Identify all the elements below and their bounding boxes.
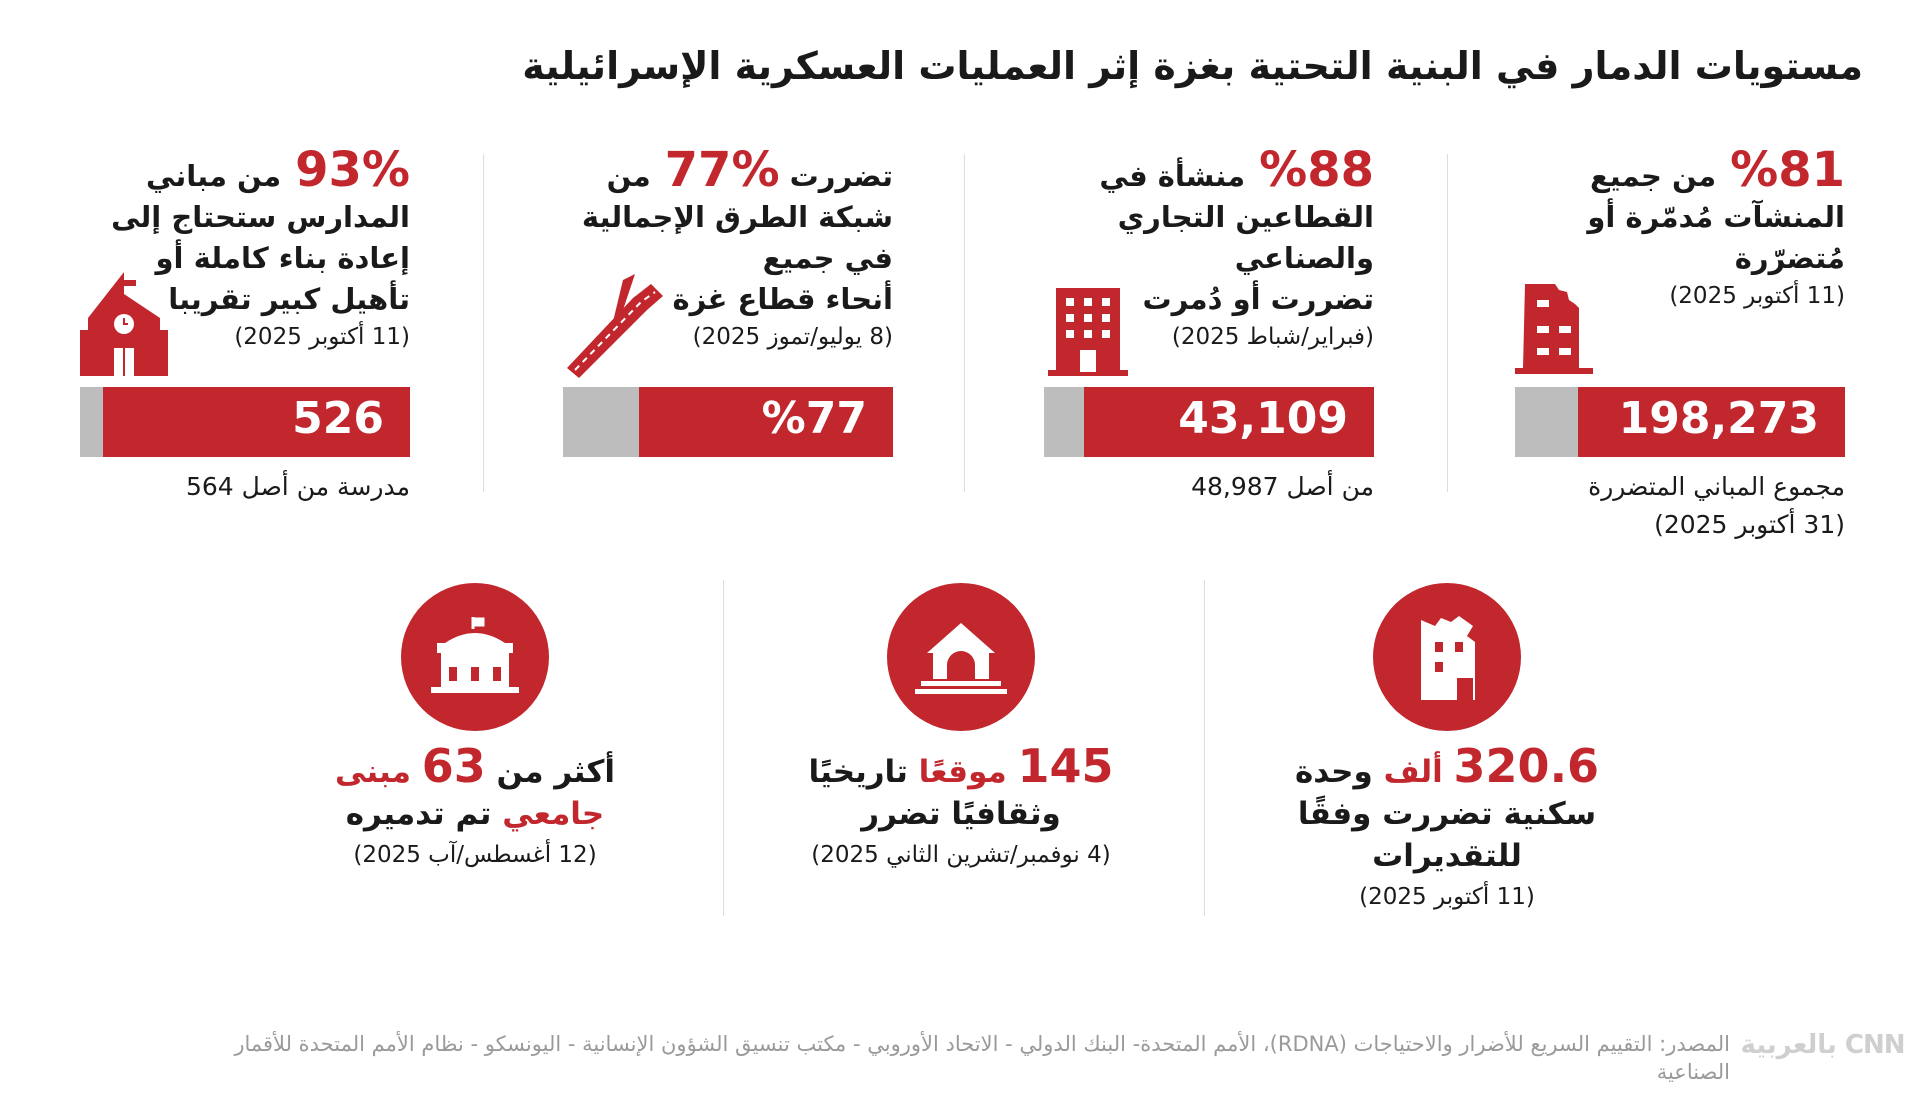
stat-housing-units: 320.6 ألف وحدة سكنية تضررت وفقًا للتقدير…	[1237, 743, 1657, 915]
highlight: ألف	[1383, 754, 1443, 790]
headline: مُتضرّرة	[1734, 241, 1845, 275]
bar-value: 43,109	[1178, 393, 1348, 444]
caption: مدرسة من أصل 564	[185, 472, 410, 501]
date: (11 أكتوبر 2025)	[1359, 884, 1535, 910]
divider	[483, 154, 484, 492]
page-title: مستويات الدمار في البنية التحتية بغزة إث…	[522, 44, 1863, 88]
progress-bar: 198,273	[1515, 387, 1845, 457]
bar-value: %77	[761, 393, 867, 444]
headline: في جميع	[762, 241, 893, 275]
headline: شبكة الطرق الإجمالية	[581, 200, 893, 234]
big-number: 320.6	[1453, 739, 1600, 793]
progress-bar: 43,109	[1044, 387, 1374, 457]
caption: من أصل 48,987	[1191, 472, 1374, 501]
date: (8 يوليو/تموز 2025)	[692, 324, 893, 350]
office-building-icon	[1048, 288, 1128, 376]
ruined-building-icon	[1373, 583, 1521, 731]
stat-card-schools: 93%من مباني المدارس ستحتاج إلى إعادة بناء …	[80, 146, 410, 550]
headline: أكثر من	[496, 754, 615, 790]
caption: مجموع المباني المتضررة	[1588, 472, 1845, 501]
date: (فبراير/شباط 2025)	[1171, 324, 1374, 350]
headline: أنحاء قطاع غزة	[672, 282, 893, 316]
big-percent: %81	[1730, 142, 1845, 198]
date: (12 أغسطس/آب 2025)	[353, 842, 597, 868]
caption-date: (31 أكتوبر 2025)	[1654, 510, 1845, 539]
bar-value: 198,273	[1618, 393, 1819, 444]
headline: سكنية تضررت وفقًا	[1297, 796, 1597, 832]
divider	[1447, 154, 1448, 492]
divider	[723, 580, 724, 916]
headline: المدارس ستحتاج إلى	[111, 200, 410, 234]
headline: من	[606, 159, 651, 193]
road-icon	[567, 274, 663, 378]
headline: وثقافيًا تضرر	[861, 796, 1061, 832]
divider	[1204, 580, 1205, 916]
headline: إعادة بناء كاملة أو	[155, 241, 410, 275]
headline: من مباني	[146, 159, 282, 193]
headline: للتقديرات	[1372, 838, 1522, 874]
headline: تأهيل كبير تقريبا	[168, 282, 410, 316]
big-percent: %88	[1259, 142, 1374, 198]
stat-university-buildings: أكثر من 63 مبنى جامعي تم تدميره (12 أغسط…	[265, 743, 685, 873]
big-percent: %77	[664, 142, 780, 198]
big-number: 63	[421, 739, 486, 793]
damaged-building-icon	[1515, 284, 1593, 374]
headline: تضررت	[789, 159, 893, 193]
big-number: 145	[1017, 739, 1114, 793]
highlight: جامعي	[502, 796, 605, 832]
school-icon	[80, 272, 168, 376]
date: (11 أكتوبر 2025)	[1669, 283, 1845, 309]
date: (11 أكتوبر 2025)	[234, 324, 410, 350]
divider	[964, 154, 965, 492]
stat-heritage-sites: 145 موقعًا تاريخيًا وثقافيًا تضرر (4 نوف…	[751, 743, 1171, 873]
stat-card-roads: تضررت %77 من شبكة الطرق الإجمالية في جميع أن…	[563, 146, 893, 550]
date: (4 نوفمبر/تشرين الثاني 2025)	[811, 842, 1111, 868]
headline: القطاعين التجاري	[1117, 200, 1374, 234]
source-note: المصدر: التقييم السريع للأضرار والاحتياج…	[234, 1032, 1730, 1084]
progress-bar: 526	[80, 387, 410, 457]
university-icon	[401, 583, 549, 731]
headline: وحدة	[1294, 754, 1373, 790]
progress-bar: %77	[563, 387, 893, 457]
headline: من جميع	[1589, 159, 1717, 193]
headline: تم تدميره	[345, 796, 492, 832]
highlight: موقعًا	[918, 754, 1007, 790]
headline: تضررت أو دُمرت	[1142, 282, 1374, 316]
headline: تاريخيًا	[808, 754, 908, 790]
stat-card-commercial: %88منشأة في القطاعين التجاري والصناعي تضررت…	[1044, 146, 1374, 550]
cnn-arabic-logo: CNN بالعربية	[1740, 1030, 1906, 1060]
headline: والصناعي	[1234, 241, 1374, 275]
big-percent: 93%	[295, 142, 410, 198]
highlight: مبنى	[335, 754, 411, 790]
historic-site-icon	[887, 583, 1035, 731]
bar-value: 526	[292, 393, 384, 444]
headline: منشأة في	[1099, 159, 1246, 193]
headline: المنشآت مُدمّرة أو	[1587, 200, 1845, 234]
stat-card-buildings: %81من جميع المنشآت مُدمّرة أو مُتضرّرة (11 …	[1515, 146, 1845, 550]
